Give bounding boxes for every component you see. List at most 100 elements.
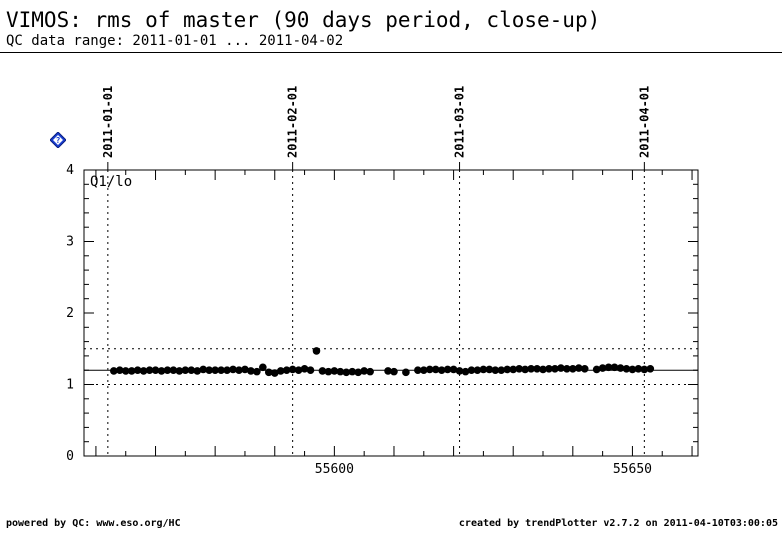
data-point (491, 366, 500, 375)
data-point (431, 365, 440, 374)
data-point (133, 366, 142, 375)
data-point (402, 368, 410, 377)
data-points (110, 347, 655, 377)
data-point (288, 365, 297, 374)
data-point (241, 365, 249, 374)
data-point (414, 366, 422, 375)
data-point (223, 366, 231, 375)
data-point (646, 364, 655, 373)
data-point (455, 367, 464, 375)
chart-title: VIMOS: rms of master (90 days period, cl… (6, 8, 601, 32)
data-point (115, 366, 124, 375)
data-point (539, 365, 547, 374)
help-icon[interactable]: ? (50, 132, 66, 148)
data-point (557, 364, 565, 372)
data-point (610, 363, 619, 372)
data-point (390, 367, 398, 376)
data-point (419, 366, 428, 375)
y-tick-label: 0 (66, 449, 74, 464)
data-point (366, 367, 374, 376)
data-point (449, 365, 458, 374)
data-point (563, 364, 571, 373)
data-point (515, 364, 523, 373)
data-point (199, 365, 208, 374)
data-point (336, 367, 345, 376)
data-point (330, 367, 339, 375)
date-marker-label: 2011-01-01 (101, 86, 115, 158)
data-point (253, 367, 261, 376)
data-point (604, 363, 613, 372)
x-tick-label: 55650 (613, 462, 652, 477)
data-point (121, 367, 130, 375)
data-point (598, 364, 607, 372)
data-point (360, 367, 368, 375)
data-point (312, 347, 321, 355)
data-point (461, 367, 470, 376)
data-point (282, 366, 291, 375)
data-point (443, 365, 452, 374)
y-tick-label: 1 (66, 378, 74, 393)
data-point (318, 367, 327, 375)
data-point (217, 366, 225, 375)
data-point (574, 364, 583, 372)
data-point (497, 366, 506, 375)
data-point (479, 365, 488, 374)
axes-layer: 0 1 2 3 4 55600 55650 2011-01-01 2011-02-01 2011-… (66, 86, 699, 477)
data-point (181, 366, 190, 375)
date-marker-label: 2011-04-01 (637, 86, 651, 158)
data-point (264, 368, 273, 377)
header-divider (0, 52, 782, 53)
data-point (622, 364, 631, 373)
y-tick-label: 3 (66, 235, 74, 250)
data-point (276, 367, 285, 375)
svg-text:?: ? (56, 136, 61, 145)
data-point (521, 365, 529, 374)
data-point (354, 368, 363, 377)
data-point (425, 365, 434, 374)
data-point (175, 367, 184, 375)
data-point (628, 365, 637, 374)
data-point (110, 367, 118, 375)
plot-frame (83, 169, 699, 457)
data-point (467, 366, 476, 375)
data-point (169, 366, 178, 375)
data-point (527, 364, 535, 373)
footer-powered-by: powered by QC: www.eso.org/HC (6, 518, 181, 529)
data-point (205, 366, 213, 375)
footer-created-by: created by trendPlotter v2.7.2 on 2011-0… (458, 518, 778, 529)
data-point (145, 366, 154, 375)
data-point (533, 364, 541, 373)
data-point (384, 367, 392, 375)
data-point (235, 366, 243, 375)
data-point (127, 367, 136, 375)
data-point (259, 363, 267, 372)
panel-label: Q1/lo (90, 174, 132, 190)
date-marker-label: 2011-03-01 (453, 86, 467, 158)
data-point (187, 366, 196, 375)
data-point (139, 367, 148, 375)
trend-chart: 0 1 2 3 4 55600 55650 2011-01-01 2011-02-01 2011-… (66, 86, 699, 477)
data-point (545, 364, 553, 373)
data-point (503, 365, 512, 374)
grid-layer (84, 170, 698, 456)
data-point (485, 365, 494, 374)
data-point (163, 366, 172, 375)
data-point (270, 369, 279, 377)
data-point (509, 365, 518, 374)
data-point (348, 367, 357, 376)
data-point (306, 366, 315, 375)
data-point (247, 367, 255, 375)
data-point (437, 366, 446, 375)
data-point (592, 365, 601, 374)
data-point (294, 366, 303, 375)
data-point (473, 366, 482, 375)
data-point (616, 364, 625, 372)
data-point (211, 366, 219, 375)
data-point (551, 364, 559, 373)
data-point (324, 367, 333, 376)
data-point (300, 364, 309, 373)
data-point (193, 367, 202, 375)
data-point (157, 367, 166, 375)
data-point (640, 365, 649, 374)
date-marker-label: 2011-02-01 (286, 86, 300, 158)
